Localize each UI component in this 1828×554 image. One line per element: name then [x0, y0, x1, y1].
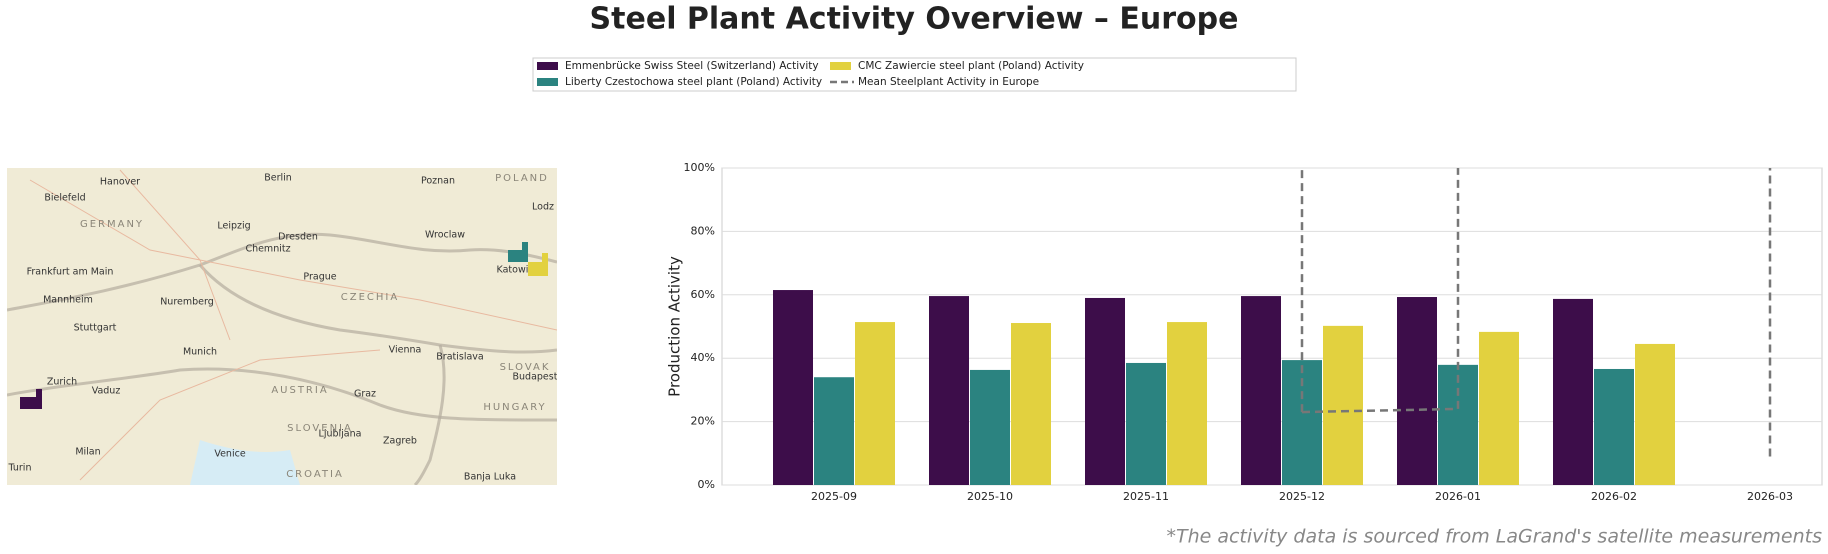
map-city-label: Poznan: [421, 176, 455, 187]
legend-box: [532, 57, 1297, 92]
map-city-label: Budapest: [513, 372, 558, 383]
bar: [1438, 364, 1478, 485]
map-city-label: Graz: [354, 389, 376, 400]
bar: [1635, 343, 1675, 485]
map-city-label: Zurich: [47, 377, 77, 388]
map-country-label: HUNGARY: [483, 402, 546, 413]
map-city-label: Leipzig: [217, 221, 250, 232]
map-city-label: Vienna: [389, 345, 422, 356]
legend-marker: [830, 62, 851, 70]
bar: [1126, 362, 1166, 485]
map-country-label: CROATIA: [286, 469, 344, 480]
map-city-label: Bratislava: [436, 352, 483, 363]
bar: [1241, 296, 1281, 485]
map-city-label: Milan: [75, 447, 100, 458]
map-city-label: Bielefeld: [44, 193, 85, 204]
bar: [773, 290, 813, 485]
map-country-label: CZECHIA: [341, 292, 399, 303]
legend-label: Liberty Czestochowa steel plant (Poland)…: [565, 76, 822, 88]
bar: [1479, 331, 1519, 485]
map: Berlin Poznan POLAND Hanover Bielefeld GERMAN…: [7, 168, 558, 485]
x-tick-label: 2025-09: [811, 490, 857, 503]
y-axis-label: Production Activity: [666, 256, 684, 397]
map-city-label: Munich: [183, 347, 217, 358]
map-city-label: Hanover: [100, 177, 140, 188]
bar: [1167, 322, 1207, 485]
y-tick-label: 40%: [691, 351, 715, 364]
y-tick-label: 20%: [691, 415, 715, 428]
x-tick-label: 2026-01: [1435, 490, 1481, 503]
map-city-label: Mannheim: [43, 295, 93, 306]
mean-line: [1301, 407, 1459, 414]
map-country-label: AUSTRIA: [271, 385, 328, 396]
bar: [929, 296, 969, 485]
map-city-label: Katowice: [497, 265, 540, 276]
map-city-label: Vaduz: [92, 386, 121, 397]
map-city-label: Lodz: [532, 202, 554, 213]
map-city-label: Berlin: [264, 173, 292, 184]
legend-label: Emmenbrücke Swiss Steel (Switzerland) Ac…: [565, 60, 819, 72]
map-city-label: Wroclaw: [425, 230, 465, 241]
map-border: [413, 344, 446, 485]
y-tick-label: 60%: [691, 288, 715, 301]
legend-marker: [537, 78, 558, 86]
map-road: [29, 169, 557, 481]
bar: [1085, 297, 1125, 485]
map-country-label: SLOVAK: [500, 362, 551, 373]
y-tick-label: 0%: [698, 478, 715, 491]
map-city-label: Frankfurt am Main: [27, 267, 114, 278]
y-tick-label: 80%: [691, 224, 715, 237]
map-city-label: Venice: [214, 449, 245, 460]
map-water: [190, 440, 300, 485]
legend-label: Mean Steelplant Activity in Europe: [858, 76, 1039, 88]
legend-label: CMC Zawiercie steel plant (Poland) Activ…: [858, 60, 1084, 72]
bar: [1397, 297, 1437, 485]
map-city-label: Stuttgart: [74, 323, 117, 334]
map-border: [7, 232, 557, 312]
plant-marker: [20, 242, 548, 409]
bar: [1553, 298, 1593, 485]
x-tick-label: 2025-11: [1123, 490, 1169, 503]
y-tick-label: 100%: [684, 161, 715, 174]
map-city-label: Banja Luka: [464, 472, 516, 483]
map-country-label: GERMANY: [80, 219, 144, 230]
map-country-label: POLAND: [495, 173, 549, 184]
map-background: [7, 168, 557, 485]
bar: [970, 369, 1010, 485]
x-tick-label: 2026-02: [1591, 490, 1637, 503]
map-border: [7, 367, 557, 422]
x-tick-label: 2025-12: [1279, 490, 1325, 503]
map-city-label: Nuremberg: [160, 297, 214, 308]
x-tick-label: 2025-10: [967, 490, 1013, 503]
map-border: [198, 264, 557, 354]
footnote: *The activity data is sourced from LaGra…: [1166, 526, 1822, 548]
map-city-label: Zagreb: [383, 436, 417, 447]
map-city-label: Prague: [303, 272, 336, 283]
x-tick-label: 2026-03: [1747, 490, 1793, 503]
bar: [814, 377, 854, 485]
legend-marker: [537, 62, 558, 70]
bar: [855, 322, 895, 485]
bar: [1323, 325, 1363, 485]
map-country-label: SLOVENIA: [287, 423, 353, 434]
map-city-label: Chemnitz: [245, 244, 290, 255]
bar: [1011, 323, 1051, 485]
map-city-label: Dresden: [278, 232, 318, 243]
map-city-label: Ljubljana: [319, 429, 362, 440]
map-city-label: Turin: [8, 463, 32, 474]
bar: [1594, 368, 1634, 485]
chart-title: Steel Plant Activity Overview – Europe: [590, 2, 1239, 37]
